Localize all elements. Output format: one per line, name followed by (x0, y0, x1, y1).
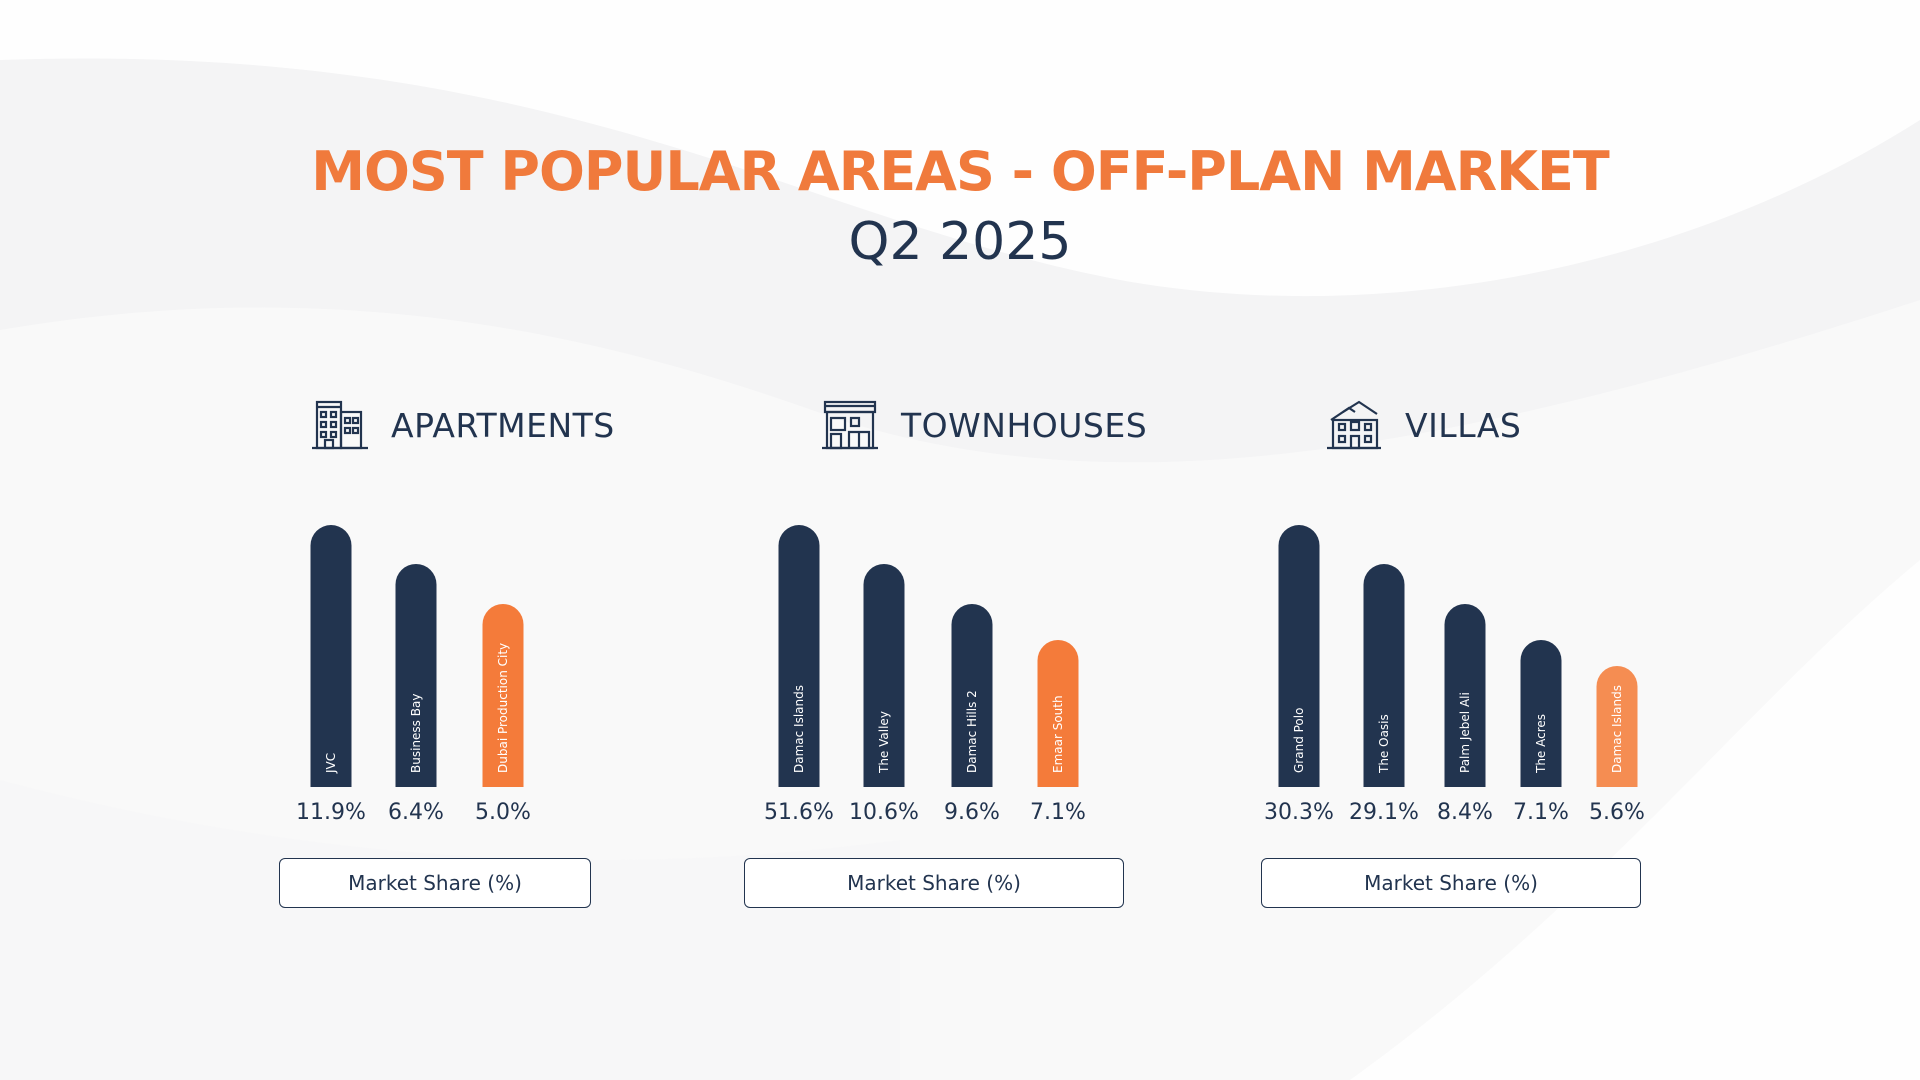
apartments-bar-chart: JVC 11.9% Business Bay 6.4% Dubai Production… (296, 525, 531, 825)
villas-legend: Market Share (%) (1261, 858, 1641, 908)
villa-icon (1327, 400, 1381, 450)
townhouses-legend: Market Share (%) (744, 858, 1124, 908)
apartments-header: APARTMENTS (311, 395, 615, 455)
townhouse-icon (822, 400, 878, 450)
bar-the-oasis (1363, 564, 1405, 787)
bar-business-bay (395, 564, 437, 787)
townhouses-header: TOWNHOUSES (821, 395, 1147, 455)
bar-value-label: 8.4% (1437, 800, 1493, 825)
apartments-legend: Market Share (%) (279, 858, 591, 908)
bar-value-label: 51.6% (764, 800, 834, 825)
bar-category-label: Damac Islands (1610, 685, 1624, 773)
apartments-panel: APARTMENTS JVC 11.9% Business Bay 6.4% Dubai… (270, 395, 614, 915)
bar-value-label: 7.1% (1513, 800, 1569, 825)
villas-bar-chart: Grand Polo 30.3% The Oasis 29.1% Palm Jebel … (1264, 525, 1645, 825)
bar-value-label: 6.4% (388, 800, 444, 825)
bar-category-label: JVC (324, 753, 338, 774)
bar-damac-islands (778, 525, 820, 787)
bar-category-label: The Oasis (1377, 714, 1391, 774)
bar-the-valley (863, 564, 905, 787)
page-subtitle: Q2 2025 (848, 212, 1072, 272)
bar-category-label: Damac Islands (792, 685, 806, 773)
bar-category-label: Grand Polo (1292, 708, 1306, 773)
apartments-title: APARTMENTS (391, 405, 615, 445)
villas-header: VILLAS (1325, 395, 1521, 455)
bar-category-label: Dubai Production City (496, 643, 510, 773)
header: MOST POPULAR AREAS - OFF-PLAN MARKET Q2 … (0, 138, 1920, 274)
villas-panel: VILLAS Grand Polo 30.3% The Oasis 29.1% Palm… (1250, 395, 1650, 915)
bar-grand-polo (1278, 525, 1320, 787)
bar-value-label: 10.6% (849, 800, 919, 825)
bar-category-label: Business Bay (409, 694, 423, 773)
bar-category-label: Damac Hills 2 (965, 690, 979, 773)
page-title: MOST POPULAR AREAS - OFF-PLAN MARKET (311, 140, 1610, 203)
bar-value-label: 5.6% (1589, 800, 1645, 825)
bar-category-label: The Acres (1534, 714, 1548, 774)
bar-damac-hills-2 (951, 604, 993, 787)
bar-the-acres (1520, 640, 1562, 787)
apartment-building-icon (312, 400, 368, 450)
bar-damac-islands (1596, 666, 1638, 787)
townhouses-title: TOWNHOUSES (901, 405, 1148, 445)
villas-title: VILLAS (1405, 405, 1522, 445)
bar-category-label: Emaar South (1051, 695, 1065, 773)
bar-value-label: 5.0% (475, 800, 531, 825)
bar-jvc (310, 525, 352, 787)
bar-dubai-production-city (482, 604, 524, 787)
bar-palm-jebel-ali (1444, 604, 1486, 787)
bar-value-label: 29.1% (1349, 800, 1419, 825)
bar-value-label: 11.9% (296, 800, 366, 825)
townhouses-panel: TOWNHOUSES Damac Islands 51.6% The Valley 1… (733, 395, 1147, 915)
bar-category-label: Palm Jebel Ali (1458, 692, 1472, 773)
bar-category-label: The Valley (877, 711, 891, 774)
townhouses-bar-chart: Damac Islands 51.6% The Valley 10.6% Damac H… (764, 525, 1086, 825)
bar-emaar-south (1037, 640, 1079, 787)
bar-value-label: 30.3% (1264, 800, 1334, 825)
bar-value-label: 9.6% (944, 800, 1000, 825)
bar-value-label: 7.1% (1030, 800, 1086, 825)
